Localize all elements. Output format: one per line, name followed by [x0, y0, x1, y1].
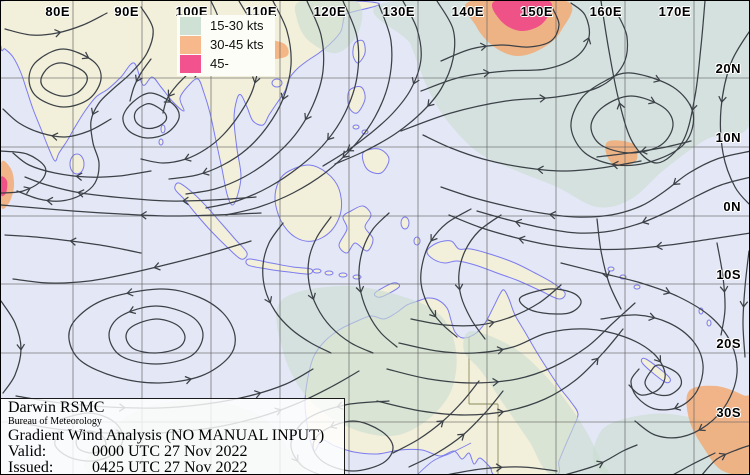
legend-row: 30-45 kts	[180, 35, 263, 54]
chart-organisation: Bureau of Meteorology	[8, 416, 102, 427]
legend-label: 30-45 kts	[210, 37, 264, 52]
valid-value: 0000 UTC 27 Nov 2022	[92, 443, 248, 460]
legend-row: 45-	[180, 54, 263, 73]
wind-speed-legend: 15-30 kts 30-45 kts 45-	[177, 15, 276, 76]
valid-time-row: Valid: 0000 UTC 27 Nov 2022	[8, 444, 344, 460]
legend-label: 15-30 kts	[210, 18, 264, 33]
issued-value: 0425 UTC 27 Nov 2022	[92, 459, 248, 475]
analysis-type: Gradient Wind Analysis (NO MANUAL INPUT)	[8, 427, 325, 444]
chart-title: Darwin RSMC	[8, 399, 105, 416]
legend-color-swatch	[180, 54, 201, 73]
legend-color-swatch	[180, 35, 201, 54]
legend-color-swatch	[180, 16, 201, 35]
legend-row: 15-30 kts	[180, 16, 263, 35]
issued-label: Issued:	[8, 459, 54, 475]
chart-info-box: Darwin RSMC Bureau of Meteorology Gradie…	[1, 398, 345, 475]
issued-time-row: Issued: 0425 UTC 27 Nov 2022	[8, 460, 344, 475]
valid-label: Valid:	[8, 443, 47, 460]
legend-label: 45-	[210, 56, 229, 71]
